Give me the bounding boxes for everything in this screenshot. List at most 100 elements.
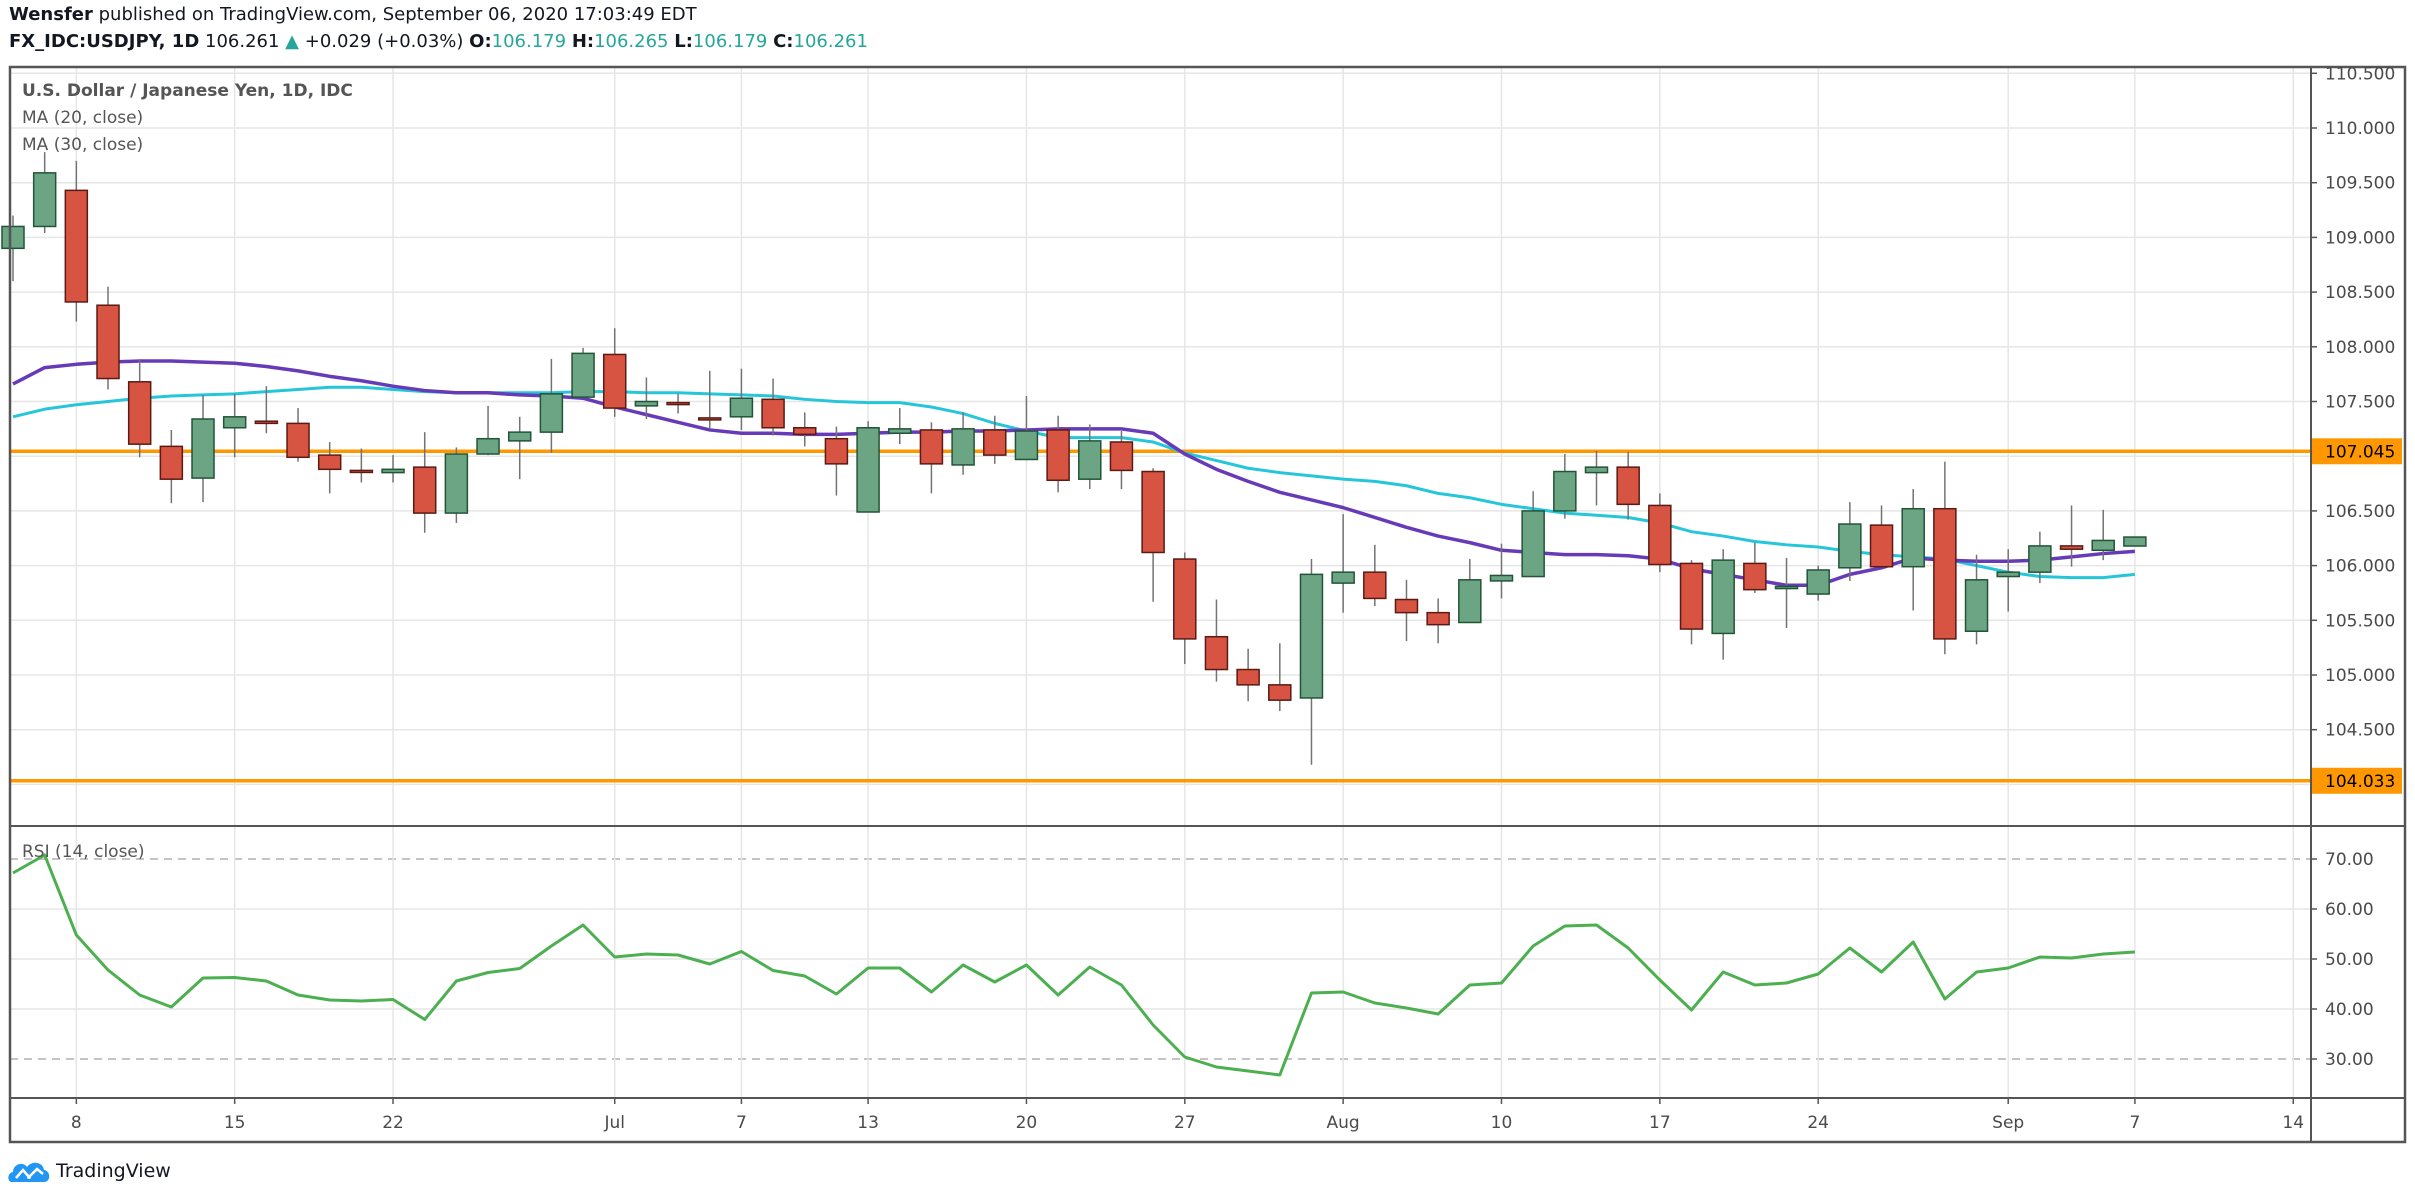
candle-body — [507, 431, 532, 442]
candle — [286, 408, 310, 462]
candle — [1838, 502, 1862, 581]
high-label: H: — [571, 31, 595, 52]
legend-rsi: RSI (14, close) — [22, 842, 145, 862]
rsi-series — [12, 853, 2135, 1077]
candle — [602, 328, 627, 417]
candle — [571, 347, 595, 398]
candle — [1553, 454, 1577, 519]
price-axis[interactable]: 110.500 110.000 109.500 109.000 108.500 108.0… — [2311, 64, 2402, 794]
candle-body — [1711, 559, 1735, 635]
grid-lines — [10, 67, 2311, 1098]
candle — [1521, 491, 1545, 578]
price-tick-label: 109.500 — [2325, 174, 2395, 194]
candle-body — [444, 453, 469, 514]
candle-body — [951, 428, 975, 466]
candle — [2059, 505, 2084, 567]
candle-body — [824, 437, 849, 465]
candle-body — [761, 398, 785, 429]
candle — [1996, 549, 2020, 612]
candle — [1774, 557, 1799, 628]
candle — [1806, 565, 1830, 601]
legend-ma20: MA (20, close) — [22, 108, 144, 128]
candle — [983, 415, 1007, 464]
publish-info: Wensfer published on TradingView.com, Se… — [9, 4, 697, 25]
author-name[interactable]: Wensfer — [9, 4, 93, 25]
price-tick-label: 108.000 — [2325, 338, 2395, 358]
level-label: 107.045 — [2325, 442, 2395, 462]
candle-body — [1426, 611, 1450, 626]
rsi-axis[interactable]: 70.00 60.00 50.00 40.00 30.00 — [2311, 850, 2374, 1070]
candle-body — [1394, 598, 1419, 614]
ma30-line — [12, 385, 2136, 580]
candle-body — [159, 445, 184, 480]
candle — [1869, 505, 1894, 568]
time-tick-label: 22 — [382, 1113, 404, 1133]
candle-body — [64, 189, 89, 303]
candle-body — [634, 400, 659, 407]
candle — [159, 429, 184, 504]
candle — [1014, 396, 1039, 461]
ma20-line — [12, 359, 2136, 588]
candle — [919, 422, 944, 494]
candle — [2028, 531, 2052, 584]
tradingview-brand[interactable]: TradingView — [8, 1158, 171, 1184]
candle — [476, 405, 500, 456]
candle — [412, 432, 437, 533]
horizontal-levels — [10, 449, 2311, 783]
candle-body — [2059, 545, 2084, 550]
symbol-info: FX_IDC:USDJPY, 1D 106.261 ▲ +0.029 (+0.0… — [9, 31, 868, 52]
candle-body — [1679, 562, 1704, 630]
candle — [1489, 543, 1514, 599]
candle-body — [1489, 574, 1514, 582]
open-value: 106.179 — [491, 31, 567, 52]
low-label: L: — [674, 31, 693, 52]
time-tick-label: Aug — [1327, 1113, 1360, 1133]
candle — [127, 359, 152, 458]
candle-body — [254, 420, 279, 425]
price-tick-label: 106.000 — [2325, 557, 2395, 577]
candle — [1268, 643, 1292, 712]
candle — [1, 215, 25, 282]
candle-body — [1774, 585, 1799, 590]
candle-body — [2091, 539, 2115, 552]
open-label: O: — [469, 31, 492, 52]
triangle-up-icon: ▲ — [285, 31, 300, 52]
candle — [1964, 554, 1989, 645]
candle-body — [539, 393, 564, 433]
candle-body — [729, 397, 754, 418]
candle — [1046, 415, 1070, 493]
candle-body — [571, 352, 595, 398]
time-tick-label: 10 — [1491, 1113, 1513, 1133]
brand-name: TradingView — [56, 1160, 171, 1182]
candle-body — [1964, 579, 1989, 632]
time-tick-label: 13 — [857, 1113, 879, 1133]
candle — [793, 412, 817, 447]
candle-body — [1648, 504, 1672, 566]
candle — [1299, 559, 1324, 765]
candle — [381, 455, 405, 483]
time-axis[interactable]: 8 15 22 Jul 7 13 20 27 Aug 10 17 24 Sep 7 14 — [71, 1098, 2304, 1133]
candle-body — [1363, 571, 1387, 600]
candle-body — [286, 422, 310, 459]
candle — [539, 358, 564, 453]
time-tick-label: 24 — [1807, 1113, 1829, 1133]
candle — [1648, 493, 1672, 573]
candle-body — [317, 454, 342, 471]
rsi-tick-label: 70.00 — [2325, 850, 2374, 870]
published-text: published on TradingView.com, September … — [98, 4, 697, 25]
candle-body — [127, 381, 152, 445]
candle — [64, 160, 89, 322]
candle — [856, 421, 880, 513]
candle-body — [1268, 684, 1292, 701]
close-value: 106.261 — [793, 31, 868, 52]
candle — [1901, 489, 1925, 611]
candle-body — [1204, 635, 1229, 671]
price-tick-label: 109.000 — [2325, 228, 2395, 248]
price-tick-label: 106.500 — [2325, 502, 2395, 522]
candle — [729, 368, 754, 430]
candle-body — [856, 427, 880, 513]
candle-body — [1901, 507, 1925, 568]
candle — [1078, 424, 1102, 490]
candle — [761, 378, 785, 436]
